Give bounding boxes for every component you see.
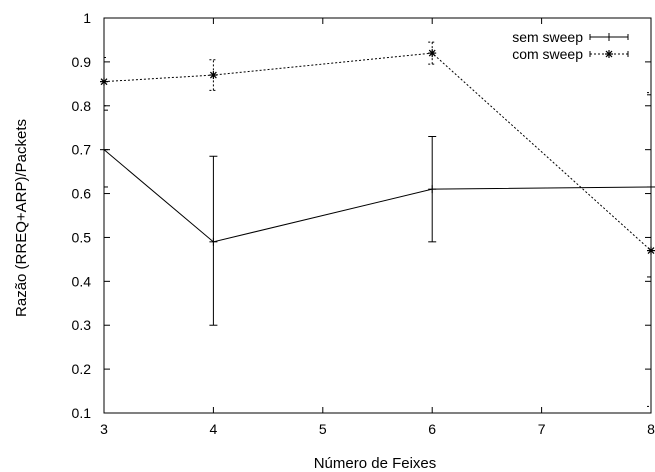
legend-label: com sweep bbox=[512, 46, 583, 62]
x-tick-label: 7 bbox=[538, 421, 546, 437]
error-bar bbox=[103, 109, 108, 188]
marker-stroke bbox=[647, 247, 655, 255]
data-point bbox=[428, 185, 437, 194]
series-sem-sweep bbox=[100, 94, 655, 326]
error-bar bbox=[209, 59, 218, 91]
x-tick-label: 3 bbox=[100, 421, 108, 437]
plot-area: 3 4 5 6 7 8 0.1 0.2 0.3 0.4 0.5 0.6 0.7 0.8 0.9 1 bbox=[72, 10, 655, 437]
error-bar bbox=[428, 41, 437, 65]
data-point bbox=[209, 71, 218, 80]
x-axis-title: Número de Feixes bbox=[314, 455, 437, 472]
y-tick-label: 0.5 bbox=[72, 229, 92, 245]
legend-marker bbox=[605, 33, 613, 41]
x-tick-label: 6 bbox=[428, 421, 436, 437]
y-axis-title: Razão (RREQ+ARP)/Packets bbox=[13, 119, 30, 317]
series-line bbox=[103, 52, 652, 251]
y-tick-label: 0.1 bbox=[72, 405, 92, 421]
marker-stroke bbox=[428, 49, 436, 57]
y-tick-label: 0.9 bbox=[72, 54, 92, 70]
data-point bbox=[209, 237, 218, 246]
marker-stroke bbox=[209, 71, 217, 79]
legend-marker bbox=[605, 50, 613, 58]
y-tick-label: 0.7 bbox=[72, 142, 92, 158]
x-tick-label: 8 bbox=[647, 421, 655, 437]
y-tick-label: 0.4 bbox=[72, 273, 92, 289]
y-tick-label: 0.2 bbox=[72, 361, 92, 377]
y-tick-label: 0.3 bbox=[72, 317, 92, 333]
x-tick-label: 4 bbox=[210, 421, 218, 437]
y-tick-label: 1 bbox=[83, 10, 91, 26]
marker-stroke bbox=[605, 50, 613, 58]
series-line bbox=[103, 149, 652, 243]
legend-label: sem sweep bbox=[512, 29, 583, 45]
y-tick-label: 0.6 bbox=[72, 186, 92, 202]
data-point bbox=[647, 246, 655, 255]
series-com-sweep bbox=[100, 41, 655, 407]
marker-stroke bbox=[100, 78, 108, 86]
data-point bbox=[428, 49, 437, 58]
data-point bbox=[100, 77, 108, 86]
data-point bbox=[100, 145, 108, 154]
y-tick-label: 0.8 bbox=[72, 98, 92, 114]
plot-frame bbox=[103, 17, 652, 414]
x-tick-label: 5 bbox=[319, 421, 327, 437]
